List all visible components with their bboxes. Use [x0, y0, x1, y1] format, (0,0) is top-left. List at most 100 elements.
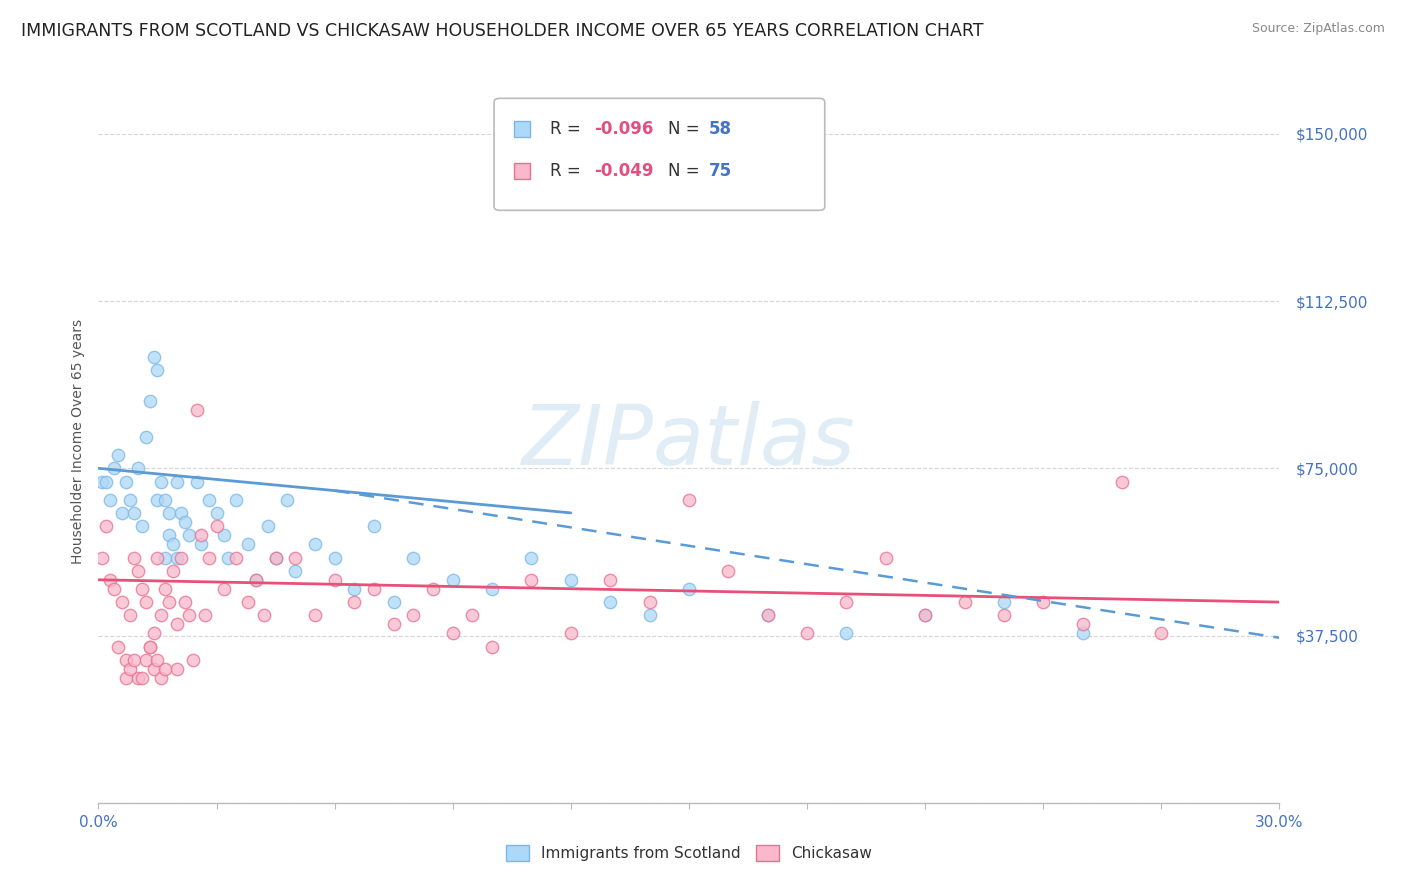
Point [717, 564, 740, 578]
Text: N =: N = [668, 120, 704, 138]
FancyBboxPatch shape [494, 98, 825, 211]
Point [382, 595, 405, 609]
FancyBboxPatch shape [515, 121, 530, 137]
Point [146, 550, 169, 565]
Point [205, 519, 228, 533]
Point [118, 492, 141, 507]
Point [835, 595, 858, 609]
Y-axis label: Householder Income Over 65 years: Householder Income Over 65 years [70, 319, 84, 564]
Point [560, 626, 582, 640]
Point [304, 537, 326, 551]
Point [177, 608, 200, 623]
Point [111, 595, 134, 609]
Text: ZIPatlas: ZIPatlas [522, 401, 856, 482]
Point [122, 550, 145, 565]
Point [115, 475, 138, 489]
Text: R =: R = [550, 120, 585, 138]
Point [111, 506, 134, 520]
Point [135, 595, 157, 609]
Point [323, 550, 346, 565]
Point [138, 640, 160, 654]
Point [170, 506, 193, 520]
Point [150, 671, 173, 685]
Point [245, 573, 267, 587]
Point [1071, 626, 1094, 640]
Text: 75: 75 [709, 161, 733, 179]
Point [441, 573, 464, 587]
Point [146, 363, 169, 377]
Point [91, 475, 114, 489]
Point [217, 550, 239, 565]
Point [122, 653, 145, 667]
Point [186, 403, 208, 417]
Point [284, 550, 307, 565]
Point [343, 595, 366, 609]
Point [1032, 595, 1054, 609]
Point [197, 492, 219, 507]
Text: IMMIGRANTS FROM SCOTLAND VS CHICKASAW HOUSEHOLDER INCOME OVER 65 YEARS CORRELATI: IMMIGRANTS FROM SCOTLAND VS CHICKASAW HO… [21, 22, 984, 40]
Point [127, 564, 149, 578]
Point [142, 350, 165, 364]
Point [256, 519, 278, 533]
Point [245, 573, 267, 587]
Point [1111, 475, 1133, 489]
Point [264, 550, 287, 565]
Point [166, 617, 188, 632]
Point [481, 640, 503, 654]
Point [402, 550, 425, 565]
Point [214, 528, 236, 542]
Point [96, 475, 118, 489]
Point [993, 595, 1015, 609]
Point [166, 550, 188, 565]
Point [253, 608, 276, 623]
Point [107, 640, 129, 654]
Point [135, 653, 157, 667]
Point [174, 515, 197, 529]
Point [142, 626, 165, 640]
Point [155, 492, 177, 507]
Point [146, 653, 169, 667]
Point [236, 537, 259, 551]
Point [1071, 617, 1094, 632]
Point [98, 492, 121, 507]
Point [205, 506, 228, 520]
Point [953, 595, 976, 609]
Point [115, 653, 138, 667]
Point [363, 582, 385, 596]
Point [520, 573, 543, 587]
Point [150, 608, 173, 623]
Point [190, 537, 212, 551]
Point [284, 564, 307, 578]
Text: Source: ZipAtlas.com: Source: ZipAtlas.com [1251, 22, 1385, 36]
Point [146, 492, 169, 507]
Point [98, 573, 121, 587]
Point [103, 582, 125, 596]
Point [382, 617, 405, 632]
Point [560, 573, 582, 587]
Point [107, 448, 129, 462]
Point [115, 671, 138, 685]
Point [323, 573, 346, 587]
Point [756, 608, 779, 623]
Point [166, 475, 188, 489]
Text: 58: 58 [709, 120, 733, 138]
Point [174, 595, 197, 609]
Point [142, 662, 165, 676]
Point [157, 595, 180, 609]
Point [225, 492, 247, 507]
Point [131, 582, 153, 596]
Point [127, 671, 149, 685]
Point [993, 608, 1015, 623]
Point [166, 662, 188, 676]
Text: -0.096: -0.096 [595, 120, 654, 138]
Point [194, 608, 217, 623]
Point [138, 640, 160, 654]
Point [343, 582, 366, 596]
Point [96, 519, 118, 533]
Point [914, 608, 936, 623]
Point [402, 608, 425, 623]
Point [138, 394, 160, 409]
Point [678, 492, 700, 507]
Point [304, 608, 326, 623]
Point [170, 550, 193, 565]
